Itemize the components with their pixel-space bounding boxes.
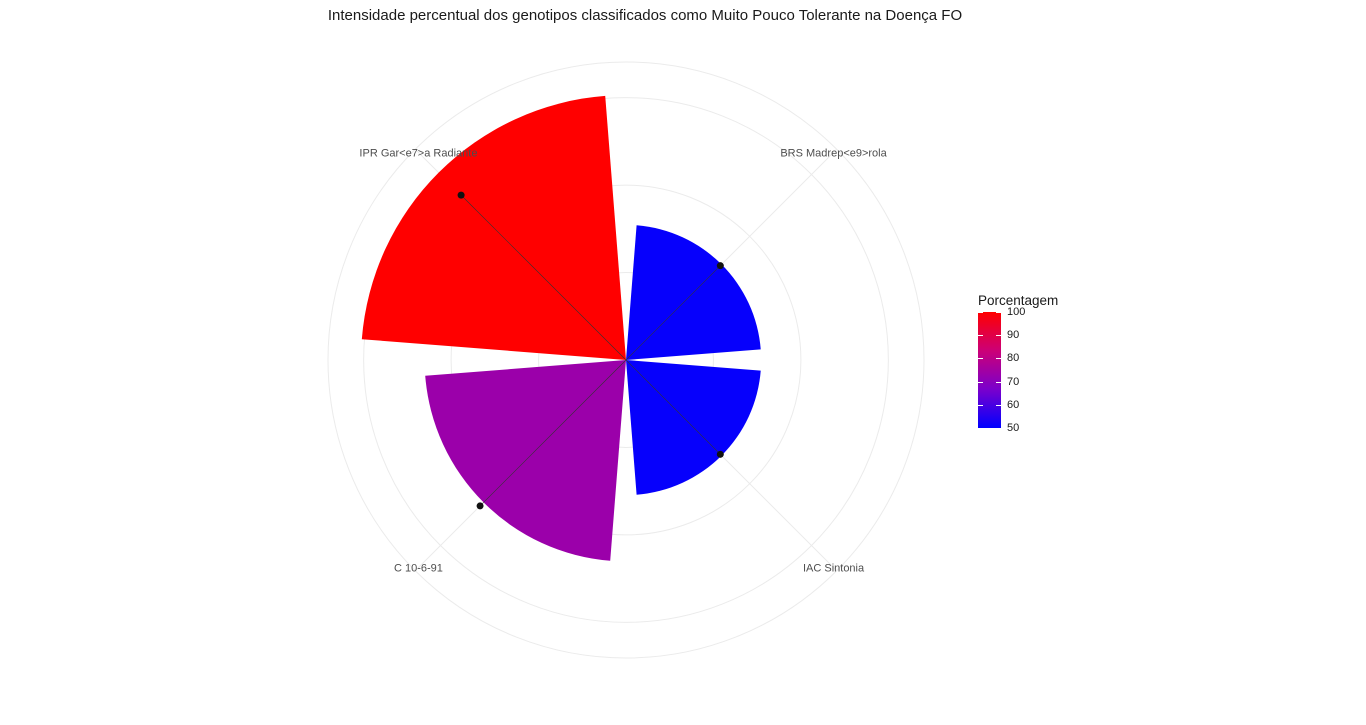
chart-title: Intensidade percentual dos genotipos cla… [327, 7, 963, 24]
category-label: BRS Madrep<e9>rola [780, 147, 887, 159]
legend-tickmark [978, 335, 983, 337]
legend-tickmark [978, 381, 983, 383]
grid-circle-outer [327, 61, 925, 659]
point-segment [460, 194, 627, 361]
point-segment [625, 359, 721, 455]
legend-tickmark [978, 428, 983, 429]
grid-circle [363, 97, 889, 623]
legend-tickmark [996, 335, 1001, 337]
legend-body: 100 90 80 70 60 50 [978, 306, 1058, 434]
legend-tick-label: 90 [1007, 329, 1020, 342]
point-segment [625, 265, 721, 361]
data-point [716, 262, 724, 270]
point-segment [479, 359, 627, 507]
legend-tickmark [996, 404, 1001, 406]
category-label: IAC Sintonia [803, 563, 865, 575]
legend-tick-label: 100 [1007, 306, 1026, 318]
bar-layer [361, 95, 761, 561]
legend-colorbar [978, 312, 1001, 428]
legend-tickmark [996, 381, 1001, 383]
legend-tick-label: 80 [1007, 352, 1020, 365]
legend-tickmark [978, 312, 983, 313]
grid-circle [538, 272, 714, 448]
legend-tickmark [996, 358, 1001, 360]
category-labels: BRS Madrep<e9>rola IAC Sintonia C 10-6-91 I… [359, 147, 887, 574]
color-legend: Porcentagem 100 90 80 70 60 50 [978, 293, 1059, 434]
legend-tick-label: 70 [1007, 375, 1020, 388]
data-point [457, 191, 465, 199]
legend-tick-label: 50 [1007, 422, 1020, 434]
legend-tickmark [978, 404, 983, 406]
data-point [476, 502, 484, 510]
category-label: IPR Gar<e7>a Radiante [359, 147, 477, 159]
data-point [716, 450, 724, 458]
legend-tickmark [996, 428, 1001, 429]
legend-tickmark [996, 312, 1001, 313]
legend-tickmark [978, 358, 983, 360]
category-label: C 10-6-91 [394, 563, 443, 575]
legend-tick-label: 60 [1007, 398, 1020, 411]
legend-title: Porcentagem [978, 293, 1059, 308]
grid-circle [450, 184, 802, 536]
point-layer [457, 191, 724, 510]
